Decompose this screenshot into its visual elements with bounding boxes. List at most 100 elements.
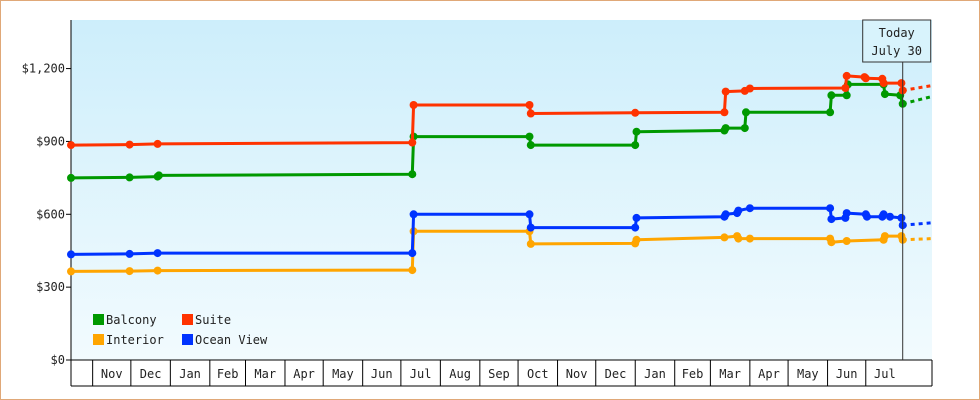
- data-point-suite: [897, 79, 906, 88]
- plot-background: [71, 20, 932, 360]
- x-tick-label: Nov: [101, 367, 123, 381]
- data-point-ocean-view: [526, 223, 535, 232]
- projection-line-interior: [902, 237, 933, 242]
- data-point-suite: [842, 71, 851, 80]
- data-point-suite: [721, 87, 730, 96]
- data-point-interior: [842, 237, 851, 245]
- data-point-suite: [408, 138, 417, 147]
- x-tick-label: Jan: [644, 367, 666, 381]
- data-point-interior: [125, 267, 134, 276]
- data-point-balcony: [827, 91, 836, 100]
- data-point-interior: [153, 266, 162, 275]
- today-date-label: July 30: [871, 44, 922, 58]
- data-point-ocean-view: [67, 250, 75, 259]
- y-tick-label: $1,200: [22, 62, 65, 76]
- x-tick-label: Jan: [179, 367, 201, 381]
- x-tick-label: Dec: [140, 367, 162, 381]
- x-tick-label: May: [797, 367, 819, 381]
- data-point-ocean-view: [525, 210, 534, 219]
- data-point-ocean-view: [153, 249, 162, 258]
- today-label: Today: [879, 26, 915, 40]
- data-point-interior: [827, 238, 836, 247]
- data-point-balcony: [826, 108, 835, 117]
- series-lines: [67, 71, 933, 276]
- x-tick-label: Jun: [836, 367, 858, 381]
- data-point-suite: [67, 141, 75, 150]
- data-point-interior: [880, 232, 889, 241]
- data-point-suite: [153, 139, 162, 148]
- data-point-balcony: [526, 141, 535, 150]
- data-point-ocean-view: [886, 212, 894, 221]
- y-tick-label: $0: [51, 353, 65, 367]
- data-point-ocean-view: [842, 209, 851, 218]
- data-point-suite: [631, 108, 640, 117]
- data-point-balcony: [742, 108, 750, 117]
- data-point-ocean-view: [632, 213, 641, 222]
- data-point-suite: [409, 101, 418, 109]
- data-point-suite: [745, 84, 754, 93]
- today-callout-box: [862, 19, 932, 63]
- x-tick-label: Feb: [682, 367, 704, 381]
- x-tick-label: Apr: [293, 367, 315, 381]
- data-point-ocean-view: [631, 223, 640, 232]
- data-point-suite: [526, 109, 535, 118]
- data-point-balcony: [408, 170, 417, 179]
- data-point-interior: [67, 267, 75, 276]
- projection-line-ocean-view: [902, 221, 933, 227]
- data-point-balcony: [880, 90, 889, 99]
- data-point-balcony: [740, 124, 749, 133]
- projection-line-balcony: [902, 95, 933, 106]
- data-point-balcony: [525, 132, 534, 141]
- data-point-ocean-view: [863, 212, 871, 221]
- data-point-suite: [525, 101, 534, 109]
- x-tick-label: Dec: [605, 367, 627, 381]
- data-point-suite: [720, 108, 729, 117]
- x-axis: Nov Dec Jan Feb Mar Apr May Jun Jul Aug Sep Oct Nov D…: [71, 359, 933, 387]
- data-point-balcony: [842, 91, 851, 100]
- y-axis: $0 $300 $600 $900 $1,200: [22, 20, 72, 386]
- data-point-interior: [408, 266, 417, 275]
- x-tick-label: Sep: [488, 367, 510, 381]
- legend-swatch-interior: [93, 334, 104, 345]
- y-tick-label: $300: [36, 280, 65, 294]
- data-point-balcony: [125, 173, 134, 182]
- legend-label-suite: Suite: [195, 313, 231, 327]
- data-point-ocean-view: [826, 204, 835, 213]
- data-point-balcony: [632, 127, 641, 136]
- data-point-ocean-view: [125, 249, 134, 258]
- data-point-suite: [841, 84, 850, 92]
- data-point-interior: [720, 233, 729, 242]
- x-tick-label: Jul: [874, 367, 896, 381]
- y-tick-label: $600: [36, 207, 65, 221]
- x-tick-label: May: [332, 367, 354, 381]
- data-point-ocean-view: [408, 249, 417, 258]
- today-marker: Today July 30: [862, 19, 932, 360]
- legend-label-ocean-view: Ocean View: [195, 333, 268, 347]
- legend-label-interior: Interior: [106, 333, 164, 347]
- series-line-interior: [70, 229, 905, 273]
- x-tick-label: Aug: [449, 367, 471, 381]
- x-tick-label: Nov: [566, 367, 588, 381]
- x-tick-label: Mar: [254, 367, 276, 381]
- data-point-suite: [861, 74, 870, 83]
- data-point-balcony: [67, 173, 75, 182]
- data-point-interior: [745, 234, 754, 243]
- x-tick-label: Jul: [410, 367, 432, 381]
- x-tick-label: Apr: [758, 367, 780, 381]
- data-point-interior: [734, 234, 743, 243]
- data-point-ocean-view: [745, 204, 754, 213]
- x-tick-label: Feb: [217, 367, 239, 381]
- y-tick-label: $900: [36, 134, 65, 148]
- legend: Balcony Suite Interior Ocean View: [93, 313, 268, 347]
- projection-line-suite: [902, 84, 933, 92]
- legend-swatch-suite: [182, 314, 193, 325]
- legend-swatch-balcony: [93, 314, 104, 325]
- x-tick-label: Jun: [371, 367, 393, 381]
- data-point-ocean-view: [734, 206, 743, 215]
- data-point-suite: [125, 140, 134, 149]
- data-point-ocean-view: [827, 215, 836, 224]
- data-point-ocean-view: [721, 210, 730, 219]
- data-point-balcony: [721, 124, 730, 133]
- data-point-interior: [632, 235, 641, 244]
